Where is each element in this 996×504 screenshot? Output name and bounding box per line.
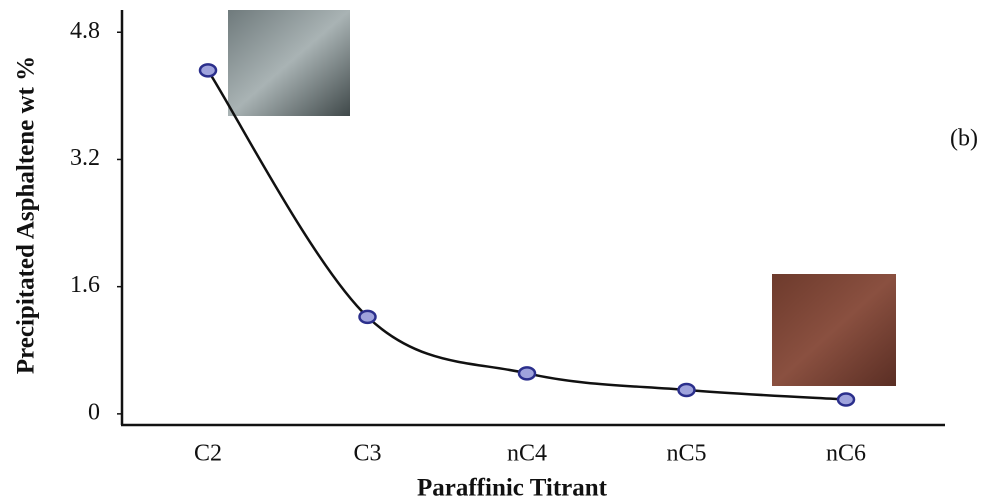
y-tick-label: 4.8 — [70, 18, 100, 44]
y-axis-title: Precipitated Asphaltene wt % — [13, 56, 40, 374]
sample-photo — [772, 274, 896, 386]
data-point — [517, 366, 537, 381]
data-point — [836, 392, 856, 407]
data-point — [677, 382, 696, 398]
data-point — [198, 63, 218, 78]
annotation: (b) — [950, 126, 978, 152]
x-tick-label: nC4 — [507, 441, 547, 467]
x-tick-label: C3 — [353, 441, 381, 467]
sample-photo — [228, 10, 350, 116]
x-tick-label: C2 — [194, 441, 222, 467]
x-tick-label: nC5 — [666, 441, 706, 467]
trend-line — [206, 69, 847, 401]
data-point — [358, 309, 377, 325]
y-tick-label: 1.6 — [70, 272, 100, 298]
x-axis-title: Paraffinic Titrant — [417, 475, 608, 502]
y-tick-label: 0 — [88, 399, 100, 425]
x-tick-label: nC6 — [826, 441, 866, 467]
y-tick-label: 3.2 — [70, 145, 100, 171]
